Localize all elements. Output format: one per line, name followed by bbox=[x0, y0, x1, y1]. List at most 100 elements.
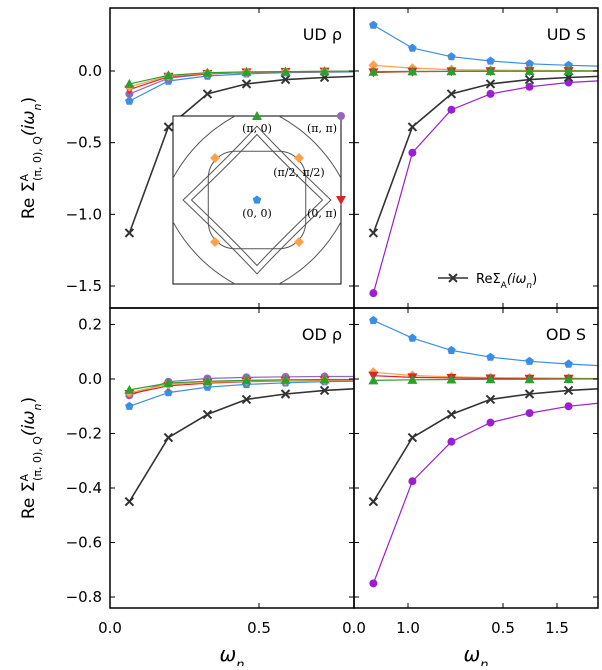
x-axis-label: ωn bbox=[464, 642, 489, 666]
data-point-zero-0 bbox=[369, 315, 378, 325]
data-point-local-1-b bbox=[163, 432, 174, 443]
inset-marker-halfpi-1 bbox=[294, 153, 304, 163]
data-point-pi0-8 bbox=[437, 374, 447, 383]
data-point-pi0-3 bbox=[485, 66, 496, 76]
data-point-sdiag-4 bbox=[525, 82, 534, 91]
inset-marker-zero bbox=[252, 195, 262, 204]
data-point-pi0-2 bbox=[446, 66, 457, 76]
data-point-pi0-4 bbox=[524, 374, 535, 384]
data-point-local-11-b bbox=[554, 69, 562, 77]
data-point-zero-0 bbox=[369, 20, 378, 29]
data-point-sdiag-1 bbox=[408, 477, 417, 486]
y-tick-label: −1.5 bbox=[66, 277, 102, 295]
data-point-pi0-1 bbox=[163, 70, 174, 80]
y-tick-label: 0.2 bbox=[78, 316, 102, 334]
legend: ReΣA(iωn) bbox=[438, 272, 537, 291]
y-tick-label: −0.8 bbox=[66, 588, 102, 606]
data-point-zero-5 bbox=[564, 359, 573, 368]
data-point-local-6 bbox=[360, 72, 368, 80]
data-point-pipi-6 bbox=[360, 373, 368, 381]
data-point-sdiag-0 bbox=[369, 579, 378, 588]
panel-4: 0.0 0.5 1.0 1.5 OD S bbox=[342, 307, 599, 637]
data-point-local-6-b bbox=[360, 384, 368, 392]
data-point-local-0-b bbox=[124, 228, 135, 238]
data-point-local-4-b bbox=[524, 389, 535, 399]
data-point-pi0-4 bbox=[280, 374, 291, 384]
data-point-local-1-b bbox=[407, 432, 418, 443]
data-point-local-1-b bbox=[407, 122, 418, 132]
data-point-pi0-2 bbox=[202, 67, 213, 77]
data-point-sdiag-0 bbox=[369, 289, 378, 298]
data-point-zero-3 bbox=[486, 56, 495, 65]
data-point-zeropi-6 bbox=[359, 376, 369, 385]
series-group bbox=[124, 66, 562, 238]
data-point-pi0-4 bbox=[280, 66, 291, 76]
fermi-contour-1 bbox=[182, 125, 332, 275]
series-line-local bbox=[372, 388, 598, 503]
data-point-local-3-b bbox=[241, 79, 252, 89]
x-tick-label: 0.0 bbox=[98, 619, 122, 637]
data-point-zero-3 bbox=[486, 352, 495, 361]
data-point-pi0-5 bbox=[319, 374, 330, 384]
data-point-pi0-8 bbox=[437, 66, 447, 75]
inset-marker-halfpi-2 bbox=[210, 153, 220, 163]
data-point-local-11 bbox=[554, 69, 562, 77]
panel-2: UD S bbox=[353, 7, 599, 309]
data-point-halfpi-6 bbox=[359, 375, 369, 385]
data-point-pi0-5 bbox=[319, 66, 330, 76]
data-point-zero-4 bbox=[525, 356, 534, 365]
y-axis-label: Re ΣA(π, 0), Q(iωn) bbox=[18, 97, 44, 219]
data-point-pi0-2 bbox=[446, 374, 457, 384]
data-point-local-4-b bbox=[280, 74, 291, 85]
x-tick-label: 1.0 bbox=[396, 619, 420, 637]
data-point-zero-1 bbox=[164, 388, 173, 397]
data-point-zero-1 bbox=[408, 333, 417, 342]
data-point-local-9 bbox=[477, 380, 485, 388]
y-tick-label: 0.0 bbox=[78, 370, 102, 388]
fermi-contour-square bbox=[207, 150, 307, 250]
data-point-local-5-b bbox=[563, 385, 574, 396]
inset-label-zero: (0, 0) bbox=[242, 207, 272, 220]
data-point-local-11 bbox=[554, 379, 562, 387]
data-point-local-8 bbox=[438, 381, 446, 389]
data-point-local-6-b bbox=[360, 72, 368, 80]
series-line-sdiag bbox=[372, 402, 598, 584]
data-point-local-6 bbox=[360, 384, 368, 392]
inset-marker-pi0 bbox=[252, 111, 262, 120]
data-point-pi0-1 bbox=[407, 374, 418, 384]
data-point-local-1-b bbox=[163, 122, 174, 132]
fermi-contour-0 bbox=[190, 133, 324, 267]
data-point-pi0-0 bbox=[368, 375, 379, 385]
fermi-arc-3 bbox=[278, 221, 341, 284]
x-tick-label: 1.5 bbox=[545, 619, 569, 637]
data-point-pi0-5 bbox=[563, 66, 574, 75]
inset-label-halfpi: (π/2, π/2) bbox=[273, 166, 324, 179]
data-point-local-0-b bbox=[368, 496, 379, 507]
data-point-sdiag-4 bbox=[525, 409, 534, 418]
panel-title: OD ρ bbox=[302, 325, 342, 344]
data-point-pi0-5 bbox=[563, 374, 574, 383]
y-tick-label: −1.0 bbox=[66, 205, 102, 223]
panel-1: 0.0 −0.5 −1.0 −1.5 UD ρ bbox=[66, 7, 562, 309]
data-point-local-2-b bbox=[202, 89, 213, 99]
data-point-zero-0 bbox=[125, 401, 134, 410]
panel-title: UD S bbox=[547, 25, 586, 44]
data-point-zeropi-6 bbox=[359, 67, 369, 76]
panel-frame bbox=[353, 7, 599, 309]
inset-marker-halfpi-4 bbox=[294, 237, 304, 247]
data-point-pi0-3 bbox=[241, 66, 252, 76]
data-point-zero-1 bbox=[408, 43, 417, 52]
panel-title: OD S bbox=[546, 325, 586, 344]
data-point-zero-6 bbox=[359, 377, 368, 385]
data-point-local-4-b bbox=[524, 74, 535, 85]
data-point-pi0-6 bbox=[359, 66, 369, 75]
data-point-zero-0 bbox=[125, 96, 134, 105]
series-group bbox=[124, 372, 563, 507]
x-tick-label: 0.0 bbox=[342, 619, 366, 637]
legend-marker-b bbox=[448, 273, 458, 283]
data-point-local-5-b bbox=[319, 385, 330, 396]
data-point-zero-6 bbox=[359, 67, 368, 75]
data-point-sdiag-2 bbox=[447, 105, 456, 114]
data-point-zeropi-11 bbox=[553, 375, 563, 384]
